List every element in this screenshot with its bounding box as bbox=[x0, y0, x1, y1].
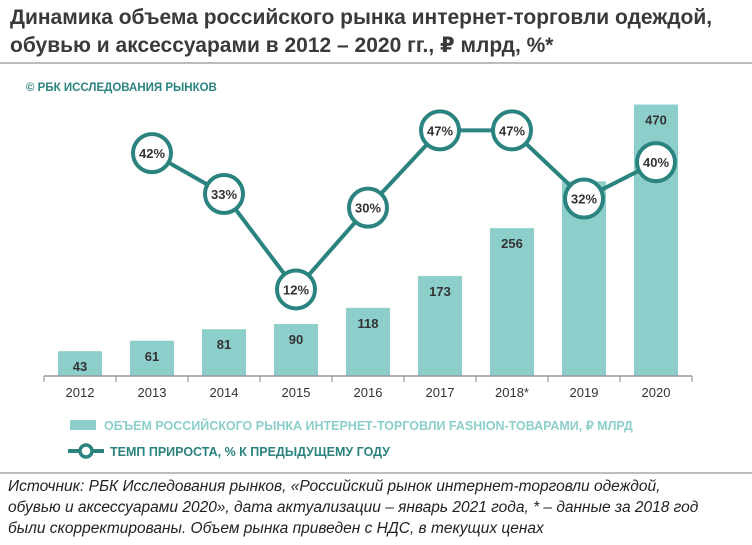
growth-value-label: 47% bbox=[427, 123, 453, 138]
bar-value-label: 256 bbox=[501, 236, 523, 251]
bar-2015 bbox=[274, 324, 318, 376]
x-tick-label: 2018* bbox=[495, 385, 529, 400]
bar-2014 bbox=[202, 329, 246, 376]
growth-point-2014 bbox=[203, 173, 245, 215]
bar-value-label: 173 bbox=[429, 284, 451, 299]
x-tick-label: 2017 bbox=[426, 385, 455, 400]
x-tick-label: 2013 bbox=[138, 385, 167, 400]
bar-value-label: 43 bbox=[73, 359, 87, 374]
x-axis-ticks: 2012 2013 2014 2015 2016 2017 2018* 2019 2020 bbox=[43, 376, 693, 400]
chart-title-line-2: обувью и аксессуарами в 2012 – 2020 гг.,… bbox=[10, 34, 554, 57]
growth-point-2020 bbox=[635, 141, 677, 184]
growth-value-label: 47% bbox=[499, 123, 525, 138]
growth-value-label: 12% bbox=[283, 282, 309, 297]
growth-point-2018* bbox=[491, 109, 533, 152]
legend-line-label: ТЕМП ПРИРОСТА, % К ПРЕДЫДУЩЕМУ ГОДУ bbox=[110, 445, 390, 459]
bar-value-label: 90 bbox=[289, 332, 303, 347]
source-line-2: обувью и аксессуарами 2020», дата актуал… bbox=[8, 499, 699, 516]
growth-value-label: 40% bbox=[643, 155, 669, 170]
bar-value-label: 81 bbox=[217, 337, 231, 352]
bar-2018* bbox=[490, 228, 534, 376]
growth-point-2016 bbox=[347, 186, 389, 229]
x-tick-label: 2012 bbox=[66, 385, 95, 400]
x-tick-label: 2019 bbox=[570, 385, 599, 400]
legend-bar-swatch bbox=[70, 420, 96, 430]
growth-value-label: 42% bbox=[139, 146, 165, 161]
growth-value-label: 33% bbox=[211, 187, 237, 202]
bar-value-label: 470 bbox=[645, 113, 667, 128]
chart-title: Динамика объема российского рынка интерн… bbox=[10, 4, 745, 60]
x-tick-label: 2020 bbox=[642, 385, 671, 400]
growth-point-2017 bbox=[419, 109, 461, 152]
growth-point-2015 bbox=[275, 268, 317, 311]
source-line-1: Источник: РБК Исследования рынков, «Росс… bbox=[8, 478, 661, 495]
x-tick-label: 2016 bbox=[354, 385, 383, 400]
bar-2016 bbox=[346, 307, 390, 376]
bar-2013 bbox=[130, 340, 174, 376]
legend: ОБЪЕМ РОССИЙСКОГО РЫНКА ИНТЕРНЕТ-ТОРГОВЛ… bbox=[68, 418, 633, 459]
bar-value-label: 118 bbox=[358, 316, 379, 331]
growth-line-layer: 42% 33% 12% 30% 47% 47% 32% 40% bbox=[131, 109, 677, 311]
growth-value-label: 30% bbox=[355, 201, 381, 216]
growth-value-label: 32% bbox=[571, 192, 597, 207]
x-tick-label: 2014 bbox=[210, 385, 239, 400]
growth-point-2019 bbox=[563, 177, 605, 220]
bar-value-label: 61 bbox=[145, 349, 159, 364]
title-divider bbox=[0, 62, 752, 64]
market-chart: © РБК ИССЛЕДОВАНИЯ РЫНКОВ 43 61 81 90 118 173… bbox=[26, 82, 693, 459]
bar-2017 bbox=[418, 276, 462, 376]
source-line-3: были скорректированы. Объем рынка привед… bbox=[8, 520, 544, 537]
source-note: Источник: РБК Исследования рынков, «Росс… bbox=[8, 476, 748, 539]
chart-title-line-1: Динамика объема российского рынка интерн… bbox=[10, 6, 713, 29]
copyright-label: © РБК ИССЛЕДОВАНИЯ РЫНКОВ bbox=[26, 82, 217, 94]
growth-point-2013 bbox=[131, 132, 173, 175]
legend-bar-label: ОБЪЕМ РОССИЙСКОГО РЫНКА ИНТЕРНЕТ-ТОРГОВЛ… bbox=[104, 418, 633, 433]
x-tick-label: 2015 bbox=[282, 385, 311, 400]
source-divider bbox=[0, 472, 752, 474]
bar-2012 bbox=[58, 351, 102, 376]
legend-line-marker bbox=[78, 443, 94, 459]
